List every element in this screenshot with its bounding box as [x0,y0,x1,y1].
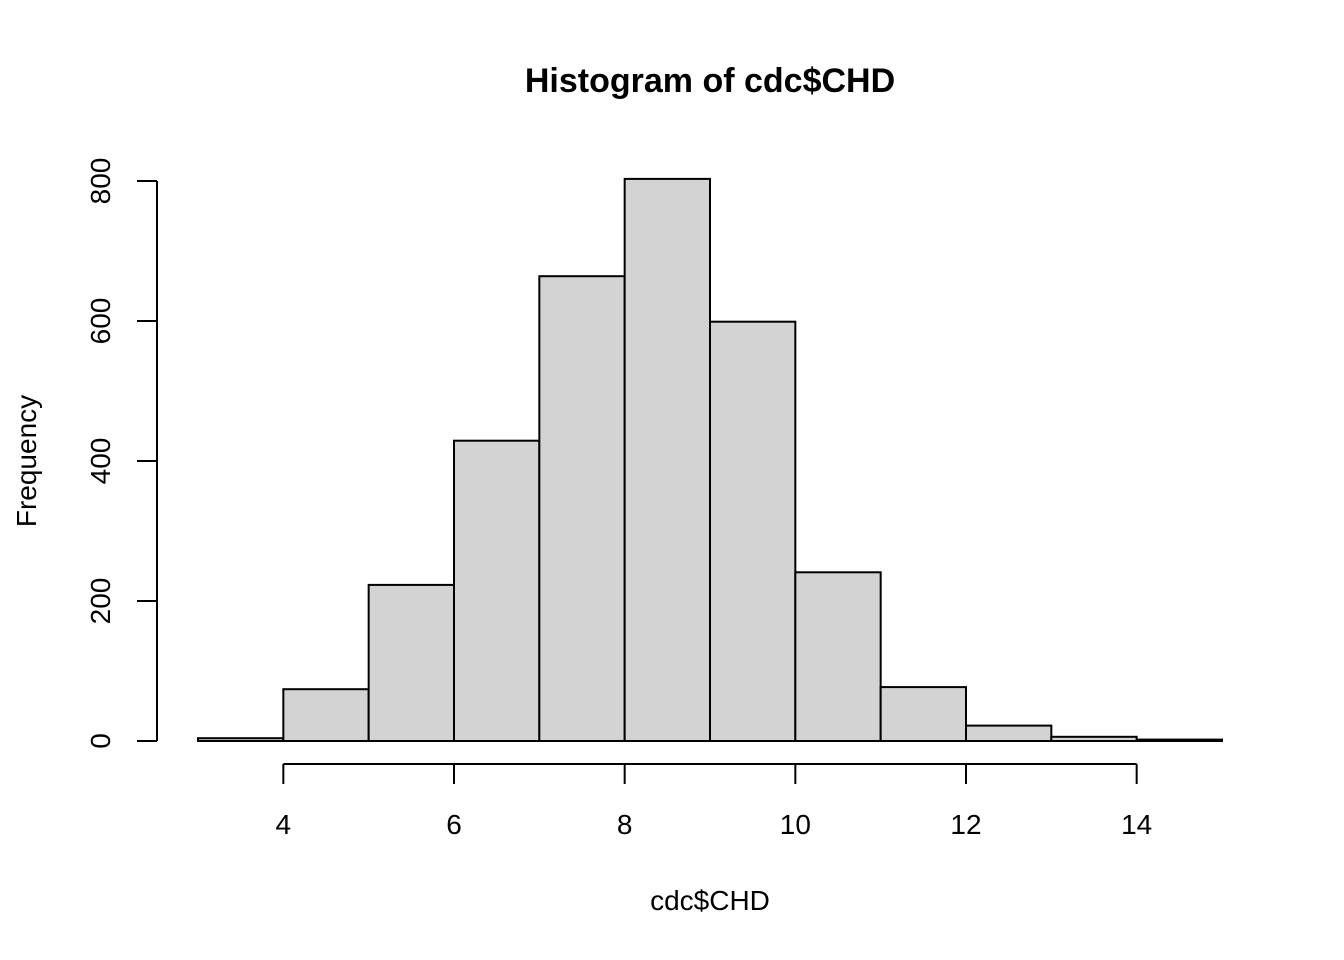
bars-group [197,177,1223,743]
histogram-bar [538,275,626,742]
x-axis: 4 6 8 10 12 14 [276,763,1152,840]
histogram-bar [879,686,968,742]
histogram-bar [1050,735,1138,742]
y-tick-label: 400 [85,438,116,485]
histogram-bar [1135,738,1223,742]
x-tick-label: 10 [780,809,811,840]
histogram-bar [623,177,712,742]
histogram-bar [197,737,285,743]
x-tick-label: 14 [1121,809,1152,840]
y-axis: 0 200 400 600 800 [85,158,158,749]
x-tick-label: 4 [276,809,292,840]
y-tick-label: 0 [85,733,116,749]
y-axis-label: Frequency [11,395,42,527]
x-axis-label: cdc$CHD [650,885,770,916]
histogram-bar [709,320,797,742]
histogram-bar [367,583,455,743]
x-tick-label: 12 [950,809,981,840]
x-tick-label: 8 [617,809,633,840]
y-tick-label: 200 [85,578,116,625]
histogram-bar [794,571,882,742]
y-tick-label: 800 [85,158,116,205]
histogram-bar [282,688,370,743]
y-tick-label: 600 [85,298,116,345]
chart-title: Histogram of cdc$CHD [525,62,895,100]
x-tick-label: 6 [446,809,462,840]
histogram-bar [453,439,541,742]
histogram-bar [965,724,1053,742]
